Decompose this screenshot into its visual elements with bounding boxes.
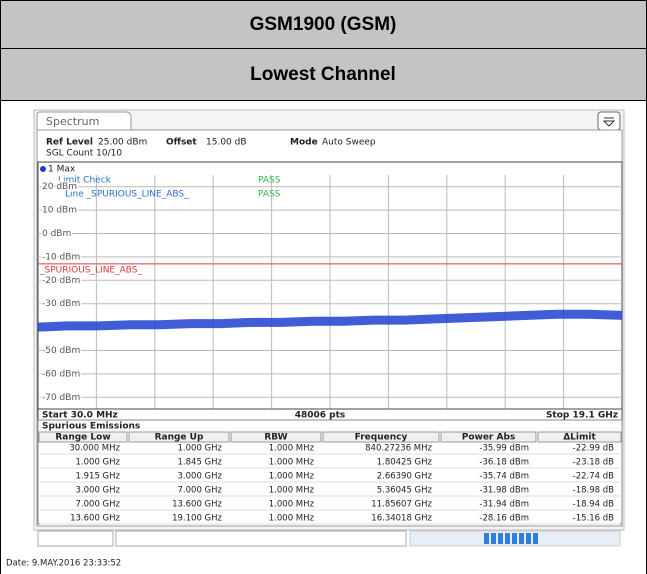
table-cell: 1.000 MHz (269, 500, 315, 510)
table-header: Frequency (355, 433, 408, 443)
x-tick-label: Start 30.0 MHz (42, 411, 118, 421)
table-cell: 7.000 GHz (76, 500, 121, 510)
ref-level: 25.00 dBm (98, 138, 147, 148)
table-cell: -22.99 dB (573, 444, 614, 454)
table-header-cell (230, 431, 322, 443)
tab[interactable] (36, 111, 132, 130)
table-cell: 1.915 GHz (76, 472, 121, 482)
offset: 15.00 dB (206, 138, 247, 148)
table-cell: 16.34018 GHz (371, 514, 432, 524)
table-cell: 2.66390 GHz (377, 472, 433, 482)
table-cell: -18.98 dB (573, 486, 614, 496)
table-header-cell (128, 431, 230, 443)
limit-line-label: _SPURIOUS_LINE_ABS_ (39, 265, 142, 275)
limit-check-result: PASS (258, 176, 281, 186)
ref-level-label: Ref Level (46, 138, 93, 148)
table-cell: -23.18 dB (573, 458, 614, 468)
mode-label: Mode (290, 138, 318, 148)
y-tick-label: -50 dBm (42, 346, 80, 356)
icon-glyph (602, 117, 616, 127)
y-tick-label: -70 dBm (42, 393, 80, 403)
header-row (0, 48, 647, 101)
vertical-grid (95, 175, 565, 409)
sweep-count: SGL Count 10/10 (46, 149, 122, 159)
limit-check: Limit Check (58, 176, 112, 186)
y-tick-label: 20 dBm (42, 182, 77, 192)
status-box (115, 530, 407, 547)
table-cell: 5.36045 GHz (377, 486, 433, 496)
table-cell: 1.000 MHz (269, 486, 315, 496)
header-subtitle: Lowest Channel (250, 64, 396, 85)
header-title: GSM1900 (GSM) (250, 14, 397, 35)
y-tick-label: -30 dBm (42, 299, 80, 309)
table-header-cell (440, 431, 537, 443)
x-tick-label: Stop 19.1 GHz (546, 411, 618, 421)
table-header: Range Up (155, 433, 204, 443)
offset-label: Offset (166, 138, 197, 148)
header-row (0, 0, 647, 49)
tab-label: Spectrum (46, 115, 99, 128)
table-cell: 840.27236 MHz (365, 444, 432, 454)
table-cell: 19.100 GHz (172, 514, 222, 524)
points: 48006 pts (295, 411, 346, 421)
table-cell: 1.845 GHz (178, 458, 223, 468)
table-cell: 1.000 GHz (178, 444, 223, 454)
legend-label: 1 Max (48, 165, 76, 175)
table-cell: 1.000 GHz (76, 458, 121, 468)
table-title: Spurious Emissions (42, 422, 140, 432)
progress (484, 533, 538, 544)
table-cell: 7.000 GHz (178, 486, 223, 496)
table-cell: 13.600 GHz (70, 514, 120, 524)
y-tick-label: 0 dBm (42, 229, 71, 239)
table-cell: 1.000 MHz (269, 514, 315, 524)
table-cell: 3.000 GHz (178, 472, 223, 482)
table-header: ΔLimit (563, 433, 596, 443)
table-cell: 1.80425 GHz (377, 458, 433, 468)
table-header: RBW (264, 433, 287, 443)
table-cell: 3.000 GHz (76, 486, 121, 496)
table-cell: 1.000 MHz (269, 444, 315, 454)
line-check-result: PASS (258, 190, 281, 200)
table-cell: -22.74 dB (573, 472, 614, 482)
table-header: Range Low (55, 433, 110, 443)
table-cell: 30.000 MHz (69, 444, 120, 454)
table-cell: -18.94 dB (573, 500, 614, 510)
status-box (37, 530, 114, 547)
mode: Auto Sweep (322, 138, 376, 148)
table-cell: -35.99 dBm (479, 444, 529, 454)
table-cell: -31.94 dBm (479, 500, 529, 510)
line-check: Line _SPURIOUS_LINE_ABS_ (65, 190, 189, 200)
table-header-cell (38, 431, 128, 443)
table-cell: -31.98 dBm (479, 486, 529, 496)
table-cell: -15.16 dB (573, 514, 614, 524)
legend-dot (40, 166, 46, 172)
table-cell: -36.18 dBm (479, 458, 529, 468)
trace (37, 309, 623, 332)
table-cell: -35.74 dBm (479, 472, 529, 482)
table-cell: 1.000 MHz (269, 458, 315, 468)
y-tick-label: -20 dBm (42, 276, 80, 286)
y-tick-label: 10 dBm (42, 206, 77, 216)
table-header: Power Abs (462, 433, 516, 443)
table-cell: -28.16 dBm (479, 514, 529, 524)
table-cell: 1.000 MHz (269, 472, 315, 482)
date: Date: 9.MAY.2016 23:33:52 (6, 559, 121, 569)
y-tick-label: -10 dBm (42, 252, 80, 262)
table-cell: 13.600 GHz (172, 500, 222, 510)
table-header-cell (322, 431, 440, 443)
table-header-cell (537, 431, 622, 443)
y-tick-label: -60 dBm (42, 369, 80, 379)
table-cell: 11.85607 GHz (371, 500, 432, 510)
